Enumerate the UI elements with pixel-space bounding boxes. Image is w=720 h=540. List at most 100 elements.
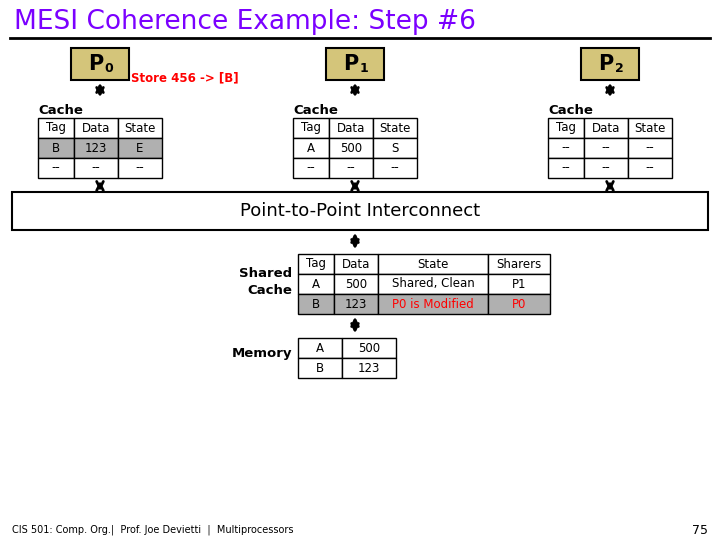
Bar (378, 274, 488, 294)
Bar (326, 48, 384, 80)
Text: P1: P1 (512, 278, 526, 291)
Text: Data: Data (342, 258, 370, 271)
Text: Data: Data (592, 122, 620, 134)
Text: P: P (89, 54, 104, 74)
Text: Tag: Tag (301, 122, 321, 134)
Text: B: B (52, 141, 60, 154)
Bar (628, 158, 672, 178)
Bar (378, 294, 488, 314)
Bar (334, 254, 378, 274)
Text: 500: 500 (340, 141, 362, 154)
Text: 2: 2 (615, 63, 624, 76)
Bar (298, 294, 334, 314)
Bar (342, 338, 396, 358)
Text: 123: 123 (345, 298, 367, 310)
Bar (488, 294, 550, 314)
Bar (293, 158, 329, 178)
Text: CIS 501: Comp. Org.|  Prof. Joe Devietti  |  Multiprocessors: CIS 501: Comp. Org.| Prof. Joe Devietti … (12, 525, 294, 535)
Text: P0: P0 (512, 298, 526, 310)
Text: P: P (598, 54, 613, 74)
Text: 75: 75 (692, 523, 708, 537)
Text: 1: 1 (359, 63, 369, 76)
Bar (38, 118, 74, 138)
Text: --: -- (562, 161, 570, 174)
Text: Store 456 -> [B]: Store 456 -> [B] (131, 71, 239, 84)
Text: A: A (307, 141, 315, 154)
Bar (373, 158, 417, 178)
Text: S: S (391, 141, 399, 154)
Bar (12, 192, 708, 230)
Text: --: -- (562, 141, 570, 154)
Bar (584, 158, 628, 178)
Text: P: P (343, 54, 359, 74)
Text: Memory: Memory (232, 348, 292, 361)
Text: --: -- (91, 161, 100, 174)
Text: Cache: Cache (548, 104, 593, 117)
Bar (581, 48, 639, 80)
Text: State: State (634, 122, 666, 134)
Text: 123: 123 (85, 141, 107, 154)
Text: Data: Data (337, 122, 365, 134)
Bar (329, 138, 373, 158)
Text: 500: 500 (358, 341, 380, 354)
Bar (298, 274, 334, 294)
Text: --: -- (602, 141, 611, 154)
Text: Tag: Tag (46, 122, 66, 134)
Bar (334, 274, 378, 294)
Bar (378, 254, 488, 274)
Bar (298, 254, 334, 274)
Bar (298, 338, 342, 358)
Text: Data: Data (82, 122, 110, 134)
Bar (488, 254, 550, 274)
Text: State: State (418, 258, 449, 271)
Bar (342, 358, 396, 378)
Bar (38, 158, 74, 178)
Bar (584, 118, 628, 138)
Bar (628, 118, 672, 138)
Text: Shared, Clean: Shared, Clean (392, 278, 474, 291)
Bar (329, 158, 373, 178)
Bar (584, 138, 628, 158)
Text: Tag: Tag (306, 258, 326, 271)
Bar (373, 138, 417, 158)
Bar (628, 138, 672, 158)
Text: B: B (312, 298, 320, 310)
Bar (293, 138, 329, 158)
Text: --: -- (135, 161, 145, 174)
Bar (38, 138, 74, 158)
Bar (118, 158, 162, 178)
Text: 500: 500 (345, 278, 367, 291)
Bar (548, 118, 584, 138)
Text: State: State (379, 122, 410, 134)
Bar (329, 118, 373, 138)
Text: Tag: Tag (556, 122, 576, 134)
Text: Sharers: Sharers (496, 258, 541, 271)
Text: Cache: Cache (38, 104, 83, 117)
Text: Cache: Cache (293, 104, 338, 117)
Bar (71, 48, 129, 80)
Text: Shared
Cache: Shared Cache (239, 267, 292, 297)
Bar (74, 138, 118, 158)
Text: 0: 0 (104, 63, 113, 76)
Text: --: -- (646, 161, 654, 174)
Bar (293, 118, 329, 138)
Bar (298, 358, 342, 378)
Bar (373, 118, 417, 138)
Text: B: B (316, 361, 324, 375)
Bar (548, 138, 584, 158)
Text: --: -- (346, 161, 356, 174)
Bar (74, 158, 118, 178)
Text: State: State (125, 122, 156, 134)
Text: --: -- (391, 161, 400, 174)
Text: --: -- (52, 161, 60, 174)
Bar (488, 274, 550, 294)
Text: 123: 123 (358, 361, 380, 375)
Text: A: A (312, 278, 320, 291)
Bar (118, 118, 162, 138)
Bar (548, 158, 584, 178)
Bar (118, 138, 162, 158)
Text: --: -- (307, 161, 315, 174)
Text: P0 is Modified: P0 is Modified (392, 298, 474, 310)
Bar (74, 118, 118, 138)
Text: --: -- (646, 141, 654, 154)
